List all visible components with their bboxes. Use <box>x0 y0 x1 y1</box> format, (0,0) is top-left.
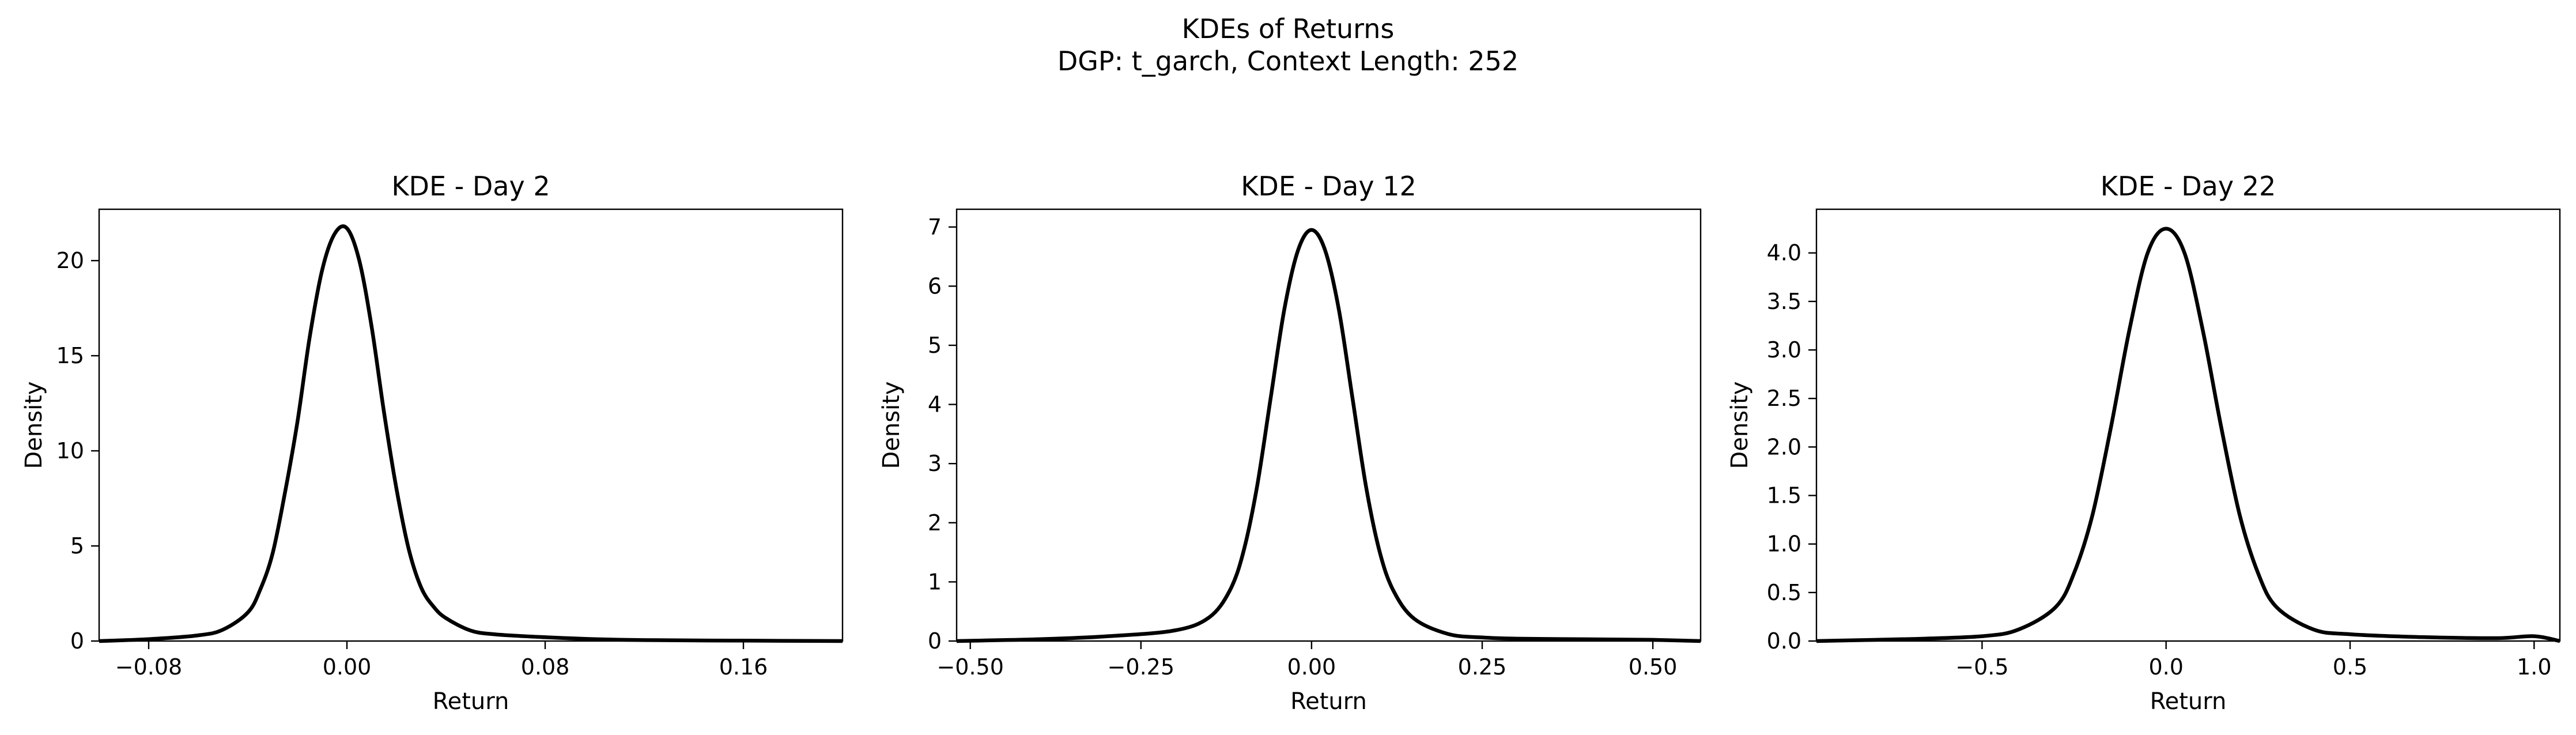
x-tick-label: 0.50 <box>1629 654 1678 680</box>
y-axis-label: Density <box>878 381 905 469</box>
y-tick-label: 6 <box>928 273 942 299</box>
y-tick-label: 10 <box>56 438 84 463</box>
y-tick-label: 3.5 <box>1767 289 1801 314</box>
x-tick-label: 0.16 <box>719 654 768 680</box>
y-tick-label: 0 <box>928 628 942 654</box>
y-tick-label: 4 <box>928 392 942 417</box>
subplot-title: KDE - Day 2 <box>391 171 550 202</box>
y-tick-label: 1.5 <box>1767 483 1801 508</box>
subplot-1: −0.08 0.00 0.08 0.16 0 5 10 15 20 Return Density KD… <box>21 171 844 715</box>
y-tick-label: 5 <box>928 333 942 358</box>
y-axis-label: Density <box>1727 381 1753 469</box>
figure-title: KDEs of Returns <box>1181 13 1395 44</box>
subplot-2: −0.50 −0.25 0.00 0.25 0.50 0 1 2 3 4 5 6 7 Return Dens… <box>878 171 1702 715</box>
y-tick-label: 2.0 <box>1767 434 1801 459</box>
subplot-title: KDE - Day 22 <box>2101 171 2276 202</box>
axes-frame <box>1815 208 2561 642</box>
axes-frame <box>955 208 1702 642</box>
axes-frame <box>98 208 844 642</box>
x-tick-label: 0.25 <box>1458 654 1507 680</box>
x-tick-label: 0.08 <box>521 654 570 680</box>
subplot-title: KDE - Day 12 <box>1241 171 1416 202</box>
y-axis-label: Density <box>21 381 47 469</box>
y-tick-label: 5 <box>70 533 84 559</box>
x-tick-label: −0.08 <box>115 654 182 680</box>
x-tick-label: 0.5 <box>2333 654 2367 680</box>
y-tick-label: 1.0 <box>1767 532 1801 557</box>
x-axis-label: Return <box>2150 688 2227 715</box>
kde-line-day-1-series-1 <box>99 224 843 643</box>
subplot-3: −0.5 0.0 0.5 1.0 0.0 0.5 1.0 1.5 2.0 2.5 3.0 3.5 4.0… <box>1727 171 2561 715</box>
x-tick-label: 1.0 <box>2517 654 2551 680</box>
x-tick-label: 0.00 <box>1287 654 1336 680</box>
kde-line-day-2-series-1 <box>956 228 1701 643</box>
kde-line-day-3-series-1 <box>1816 227 2560 643</box>
y-tick-label: 3.0 <box>1767 337 1801 363</box>
x-tick-label: −0.50 <box>936 654 1003 680</box>
x-tick-label: −0.5 <box>1955 654 2008 680</box>
y-tick-label: 0.0 <box>1767 628 1801 654</box>
y-tick-label: 2 <box>928 510 942 536</box>
y-tick-label: 1 <box>928 569 942 594</box>
x-tick-label: −0.25 <box>1108 654 1174 680</box>
y-tick-label: 20 <box>56 248 84 273</box>
x-tick-label: 0.00 <box>323 654 372 680</box>
y-tick-label: 15 <box>56 343 84 368</box>
y-tick-label: 3 <box>928 451 942 476</box>
y-tick-label: 2.5 <box>1767 386 1801 411</box>
y-tick-label: 0 <box>70 628 84 654</box>
y-tick-label: 0.5 <box>1767 580 1801 605</box>
x-axis-label: Return <box>1290 688 1367 715</box>
figure-subtitle: DGP: t_garch, Context Length: 252 <box>1057 46 1519 77</box>
x-axis-label: Return <box>433 688 509 715</box>
y-tick-label: 4.0 <box>1767 240 1801 266</box>
x-tick-label: 0.0 <box>2148 654 2183 680</box>
y-tick-label: 7 <box>928 214 942 240</box>
